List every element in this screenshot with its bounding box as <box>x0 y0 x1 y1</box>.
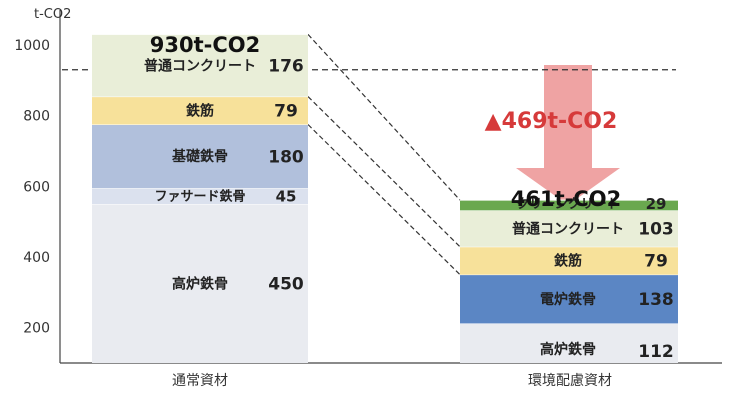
segment-value: 176 <box>268 56 304 76</box>
bar-segment <box>92 188 308 204</box>
segment-label: 普通コンクリート <box>144 57 256 74</box>
segment-label: 基礎鉄骨 <box>172 148 228 165</box>
reduction-arrow <box>516 65 620 205</box>
bar-segment <box>92 34 308 97</box>
segment-label: 高炉鉄骨 <box>540 341 596 358</box>
down-arrow-icon <box>516 65 620 205</box>
segment-label: ファサード鉄骨 <box>154 189 245 205</box>
y-tick-label: 200 <box>23 321 50 337</box>
segment-label: 電炉鉄骨 <box>540 291 596 308</box>
segment-value: 79 <box>644 252 668 272</box>
segment-value: 450 <box>268 274 304 294</box>
y-tick-label: 600 <box>23 179 50 195</box>
segment-value: 138 <box>638 290 674 310</box>
connector-line <box>307 96 461 248</box>
connector-line <box>307 33 461 201</box>
segment-label: クリーンクリート <box>516 197 619 212</box>
segment-label: 鉄筋 <box>186 102 214 119</box>
bar-segment <box>460 200 678 211</box>
segment-label: 鉄筋 <box>554 253 582 270</box>
total-label: 461t-CO2 <box>511 187 621 211</box>
segment-value: 103 <box>638 220 674 240</box>
segment-value: 79 <box>274 101 298 121</box>
bar-segment <box>460 210 678 247</box>
segment-label: 普通コンクリート <box>512 220 624 237</box>
total-label: 930t-CO2 <box>150 33 260 57</box>
bar-segment <box>92 124 308 189</box>
x-category-label: 通常資材 <box>172 373 228 389</box>
segment-value: 180 <box>268 147 304 167</box>
segment-label: 高炉鉄骨 <box>172 275 228 292</box>
chart-labels: 高炉鉄骨 450 ファサード鉄骨 45 基礎鉄骨 180 鉄筋 79 普通コンクリート 176 高炉… <box>144 33 674 362</box>
reduction-label: ▲469t-CO2 <box>485 109 618 134</box>
segment-value: 29 <box>646 195 667 213</box>
bar-segment <box>460 323 678 363</box>
stacked-bars <box>92 33 678 363</box>
y-tick-label: 800 <box>23 109 50 125</box>
bar-segment <box>460 274 678 324</box>
segment-value: 45 <box>276 187 297 205</box>
bar-segment <box>460 246 678 275</box>
x-category-label: 環境配慮資材 <box>528 373 612 389</box>
y-unit-label: t-CO2 <box>34 7 71 22</box>
bar-segment <box>92 204 308 363</box>
connector-line <box>307 124 461 276</box>
segment-value: 112 <box>638 342 674 362</box>
y-tick-label: 1000 <box>14 38 50 54</box>
y-tick-label: 400 <box>23 250 50 266</box>
bar-segment <box>92 96 308 125</box>
